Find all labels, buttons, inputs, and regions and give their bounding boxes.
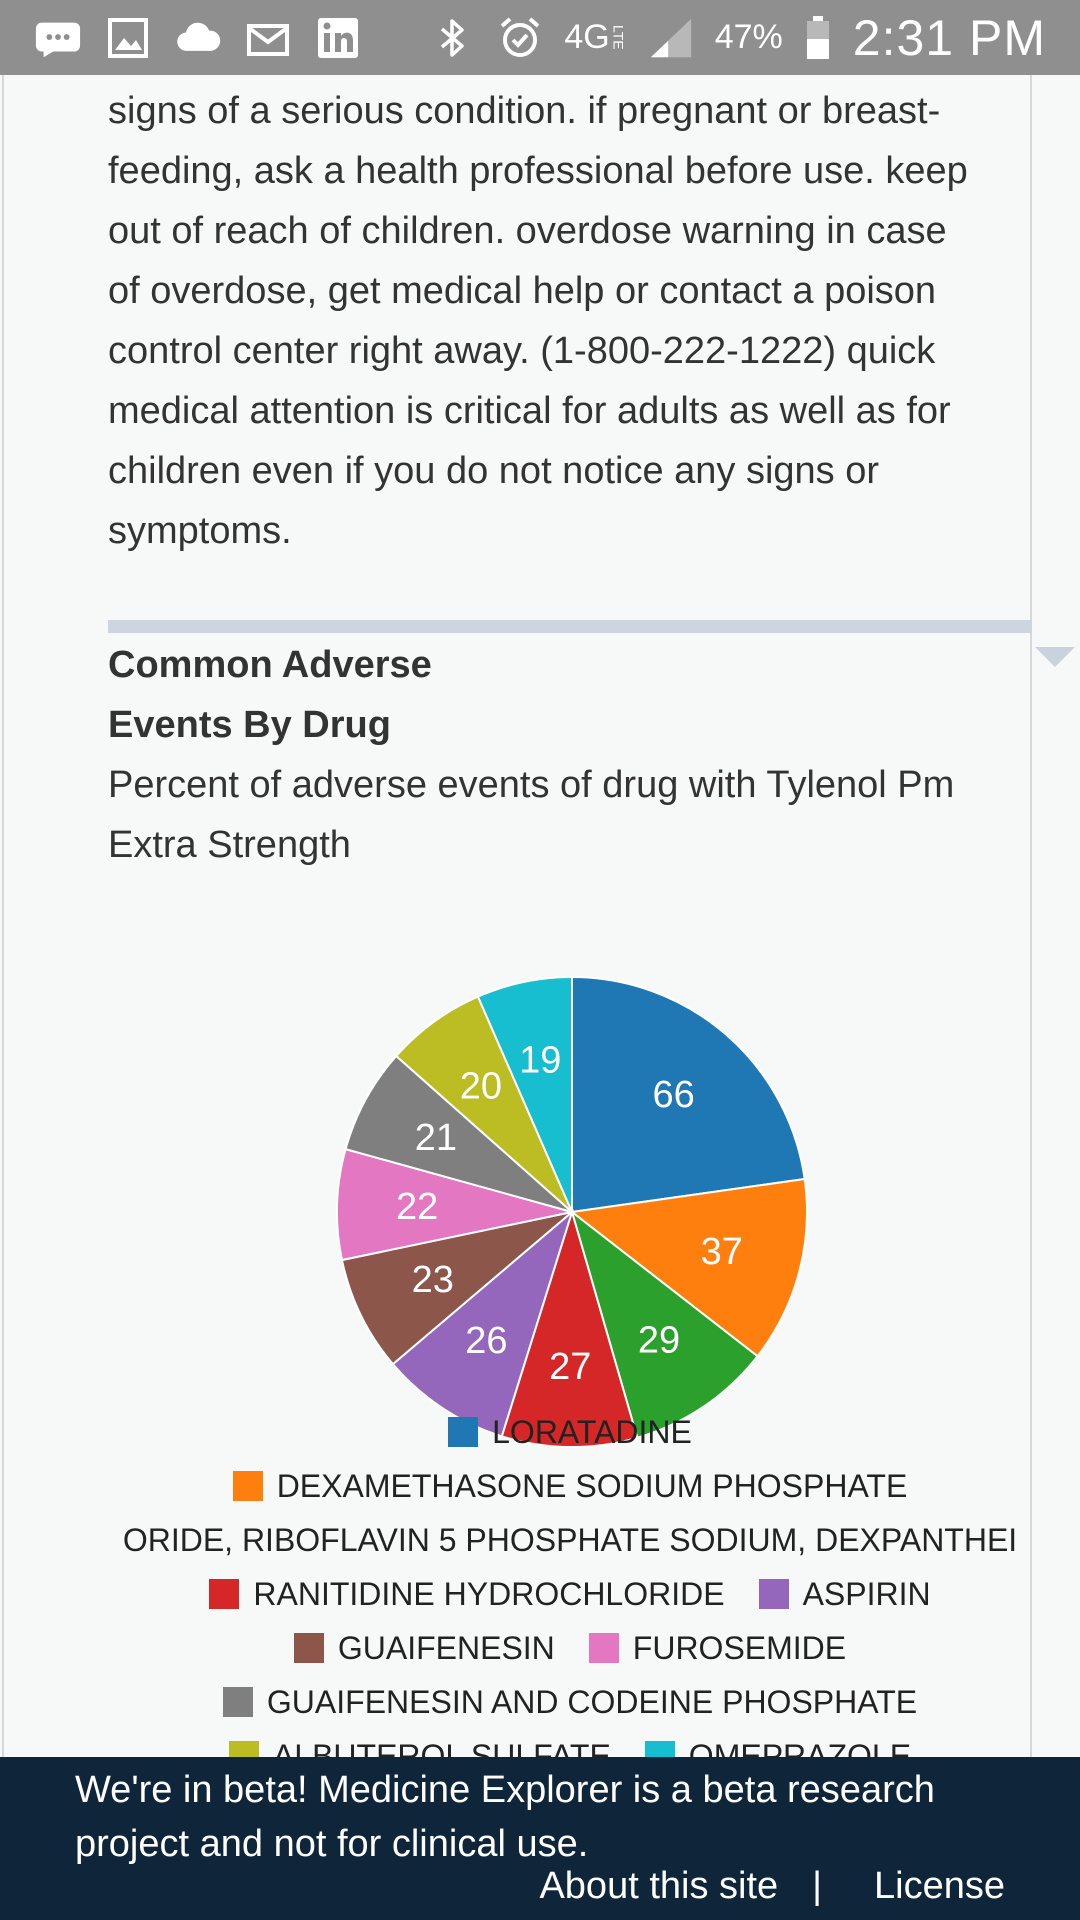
legend-label: FUROSEMIDE: [632, 1629, 847, 1666]
alarm-icon: [496, 16, 544, 60]
pie-slice-label: 37: [701, 1231, 743, 1273]
section-title: Common Adverse Events By Drug: [108, 644, 432, 746]
legend-label: ALBUTEROL SULFATE: [272, 1737, 611, 1758]
legend-row: LORATADINE: [108, 1405, 1032, 1459]
pie-slice[interactable]: [336, 1147, 573, 1262]
pie-slice[interactable]: [391, 1209, 574, 1438]
legend-row: ORIDE, RIBOFLAVIN 5 PHOSPHATE SODIUM, DE…: [108, 1513, 1032, 1567]
network-type: 4G: [564, 18, 610, 56]
pie-slice-label: 26: [465, 1320, 507, 1362]
legend-swatch: [448, 1417, 479, 1447]
pie-slice[interactable]: [476, 975, 573, 1213]
legend-swatch: [588, 1633, 619, 1663]
legend-row: RANITIDINE HYDROCHLORIDE ASPIRIN: [108, 1567, 1032, 1621]
legend-label: DEXAMETHASONE SODIUM PHOSPHATE: [276, 1467, 908, 1504]
legend-label: OMEPRAZOLE: [688, 1737, 912, 1758]
pie-slice[interactable]: [500, 1208, 639, 1448]
email-icon: [244, 16, 292, 60]
battery-icon: [803, 15, 833, 60]
pie-slice-label: 66: [652, 1074, 694, 1116]
drug-detail-content[interactable]: signs of a serious condition. if pregnan…: [0, 75, 1080, 1757]
clock: 2:31 PM: [852, 9, 1046, 66]
collapse-arrow-icon[interactable]: [1035, 647, 1075, 667]
section-subtitle: Percent of adverse events of drug with T…: [108, 764, 955, 866]
legend-swatch: [644, 1741, 675, 1757]
legend-swatch: [209, 1579, 240, 1609]
link-separator: |: [812, 1865, 823, 1907]
pie-slice-label: 20: [460, 1066, 502, 1108]
about-link[interactable]: About this site: [539, 1865, 779, 1907]
content-border-right: [1030, 75, 1032, 1757]
legend-label: GUAIFENESIN: [337, 1629, 555, 1666]
pie-slice-label: 21: [415, 1117, 457, 1159]
legend-item[interactable]: FUROSEMIDE: [588, 1629, 847, 1667]
chart-legend: LORATADINE DEXAMETHASONE SODIUM PHOSPHAT…: [108, 1405, 1032, 1757]
legend-item[interactable]: OMEPRAZOLE: [644, 1737, 912, 1758]
signal-icon: [647, 16, 695, 60]
pie-slice-label: 29: [638, 1319, 680, 1361]
status-bar: 4G LTE 47% 2:31 PM: [0, 0, 1080, 75]
linkedin-icon: [314, 16, 362, 60]
legend-row: GUAIFENESIN AND CODEINE PHOSPHATE: [108, 1675, 1032, 1729]
legend-label: GUAIFENESIN AND CODEINE PHOSPHATE: [266, 1683, 918, 1720]
legend-item[interactable]: GUAIFENESIN AND CODEINE PHOSPHATE: [222, 1683, 918, 1721]
legend-item[interactable]: ASPIRIN: [758, 1575, 931, 1613]
system-indicators: 4G LTE 47% 2:31 PM: [428, 0, 1046, 75]
pie-slice-label: 27: [549, 1346, 591, 1388]
legend-swatch: [222, 1687, 253, 1717]
gallery-icon: [104, 16, 152, 60]
bluetooth-icon: [428, 16, 476, 60]
pie-slice[interactable]: [569, 1177, 808, 1358]
legend-label: RANITIDINE HYDROCHLORIDE: [253, 1575, 725, 1612]
legend-row: GUAIFENESIN FUROSEMIDE: [108, 1621, 1032, 1675]
pie-slice[interactable]: [570, 1209, 759, 1439]
messages-icon: [34, 16, 82, 60]
legend-row: ALBUTEROL SULFATE OMEPRAZOLE: [108, 1729, 1032, 1757]
legend-swatch: [758, 1579, 789, 1609]
legend-item[interactable]: ORIDE, RIBOFLAVIN 5 PHOSPHATE SODIUM, DE…: [123, 1522, 1017, 1559]
legend-swatch: [228, 1741, 259, 1757]
legend-item[interactable]: ALBUTEROL SULFATE: [228, 1737, 611, 1758]
license-link[interactable]: License: [874, 1865, 1005, 1907]
legend-item[interactable]: DEXAMETHASONE SODIUM PHOSPHATE: [232, 1467, 908, 1505]
pie-slice[interactable]: [344, 1054, 573, 1213]
legend-item[interactable]: GUAIFENESIN: [293, 1629, 555, 1667]
cloud-icon: [174, 16, 222, 60]
content-border-left: [2, 75, 4, 1757]
pie-slice-label: 19: [519, 1039, 561, 1081]
legend-item[interactable]: LORATADINE: [448, 1414, 692, 1451]
network-indicator: 4G LTE: [564, 18, 626, 57]
legend-row: DEXAMETHASONE SODIUM PHOSPHATE: [108, 1459, 1032, 1513]
pie-slices: [336, 975, 808, 1448]
pie-slice[interactable]: [571, 975, 806, 1214]
pie-slice[interactable]: [340, 1211, 573, 1366]
legend-swatch: [293, 1633, 324, 1663]
legend-label: ORIDE, RIBOFLAVIN 5 PHOSPHATE SODIUM, DE…: [122, 1521, 1018, 1558]
pie-slice-label: 23: [412, 1259, 454, 1301]
beta-message: We're in beta! Medicine Explorer is a be…: [75, 1769, 935, 1865]
beta-banner: We're in beta! Medicine Explorer is a be…: [0, 1757, 1080, 1920]
legend-item[interactable]: RANITIDINE HYDROCHLORIDE: [209, 1575, 725, 1613]
section-divider: [108, 620, 1032, 633]
pie-slice-label: 22: [396, 1186, 438, 1228]
legend-label: LORATADINE: [492, 1413, 692, 1450]
legend-label: ASPIRIN: [802, 1575, 931, 1612]
network-subtype: LTE: [610, 25, 627, 50]
warning-paragraph: signs of a serious condition. if pregnan…: [108, 90, 968, 552]
notification-icons: [34, 16, 362, 60]
banner-links: About this site | License: [539, 1865, 1005, 1908]
legend-swatch: [232, 1471, 263, 1501]
battery-percent: 47%: [714, 18, 783, 56]
